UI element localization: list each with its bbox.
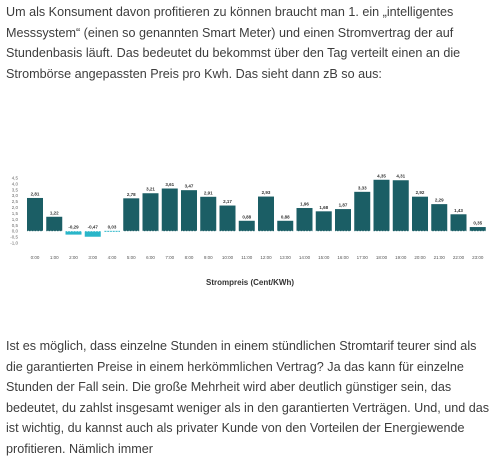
value-label: 2,91	[204, 190, 213, 195]
value-label: 1,68	[319, 205, 328, 210]
value-label: 3,47	[185, 184, 194, 189]
x-tick-label: 22:00	[453, 255, 465, 260]
x-tick-label: 6:00	[146, 255, 155, 260]
x-tick-label: 23:00	[472, 255, 484, 260]
value-label: 3,61	[165, 182, 174, 187]
y-tick-label: -1,0	[10, 241, 18, 246]
bar	[258, 196, 274, 232]
y-tick-label: 4,0	[12, 181, 19, 186]
value-label: 2,93	[262, 190, 271, 195]
value-label: 1,43	[454, 208, 463, 213]
bar	[46, 216, 63, 232]
x-tick-label: 20:00	[414, 255, 426, 260]
bar	[277, 220, 294, 232]
bars-group	[27, 179, 486, 237]
bar	[142, 193, 159, 232]
bar	[354, 191, 371, 232]
value-label: 0,88	[242, 214, 251, 219]
y-tick-label: -0,5	[10, 235, 18, 240]
x-tick-label: 7:00	[165, 255, 174, 260]
value-label: 0,03	[108, 224, 117, 229]
y-tick-label: 2,5	[12, 199, 19, 204]
value-label: -0,47	[88, 225, 99, 230]
body-paragraph: Ist es möglich, dass einzelne Stunden in…	[6, 339, 490, 456]
x-tick-label: 2:00	[69, 255, 78, 260]
value-label: 2,17	[223, 199, 232, 204]
bar	[373, 179, 390, 232]
x-tick-label: 11:00	[241, 255, 252, 260]
bar	[450, 214, 467, 232]
x-axis-ticks: 0:00 1:00 2:00 3:00 4:00 5:00 6:00 7:00 8:00 9:00…	[31, 255, 484, 260]
value-label: 4,35	[377, 173, 386, 178]
x-tick-label: 9:00	[204, 255, 213, 260]
x-tick-label: 10:00	[222, 255, 234, 260]
bar	[27, 197, 43, 232]
bar	[219, 205, 236, 232]
value-label: 2,78	[127, 192, 136, 197]
value-label: 2,81	[31, 191, 40, 196]
bar	[469, 227, 486, 232]
bar	[296, 208, 313, 232]
bar	[181, 190, 197, 232]
y-tick-label: 3,5	[12, 187, 19, 192]
x-tick-label: 3:00	[88, 255, 97, 260]
bar	[335, 209, 351, 232]
x-tick-label: 1:00	[50, 255, 59, 260]
x-tick-label: 21:00	[434, 255, 446, 260]
x-tick-label: 15:00	[318, 255, 330, 260]
bar	[84, 231, 101, 237]
value-label: 3,33	[358, 185, 367, 190]
bar	[431, 204, 448, 232]
y-tick-label: 0,5	[12, 223, 19, 228]
x-axis-label: Strompreis (Cent/KWh)	[206, 278, 294, 287]
bar	[65, 231, 82, 235]
x-tick-label: 5:00	[127, 255, 136, 260]
bar	[392, 180, 409, 232]
y-tick-label: 1,5	[12, 211, 19, 216]
value-label: 1,96	[300, 202, 309, 207]
bar	[161, 188, 178, 232]
value-label: -0,29	[68, 225, 79, 230]
value-label: 0,88	[281, 214, 290, 219]
y-tick-label: 4,5	[12, 176, 19, 181]
x-tick-label: 13:00	[280, 255, 292, 260]
x-tick-label: 19:00	[395, 255, 407, 260]
value-labels: 2,81 1,22 -0,29 -0,47 0,03 2,78 3,21 3,61 3,47 2,…	[31, 173, 483, 229]
value-label: 0,35	[473, 221, 482, 226]
y-axis-ticks: 4,54,03,53,02,52,01,51,00,50,0-0,5-1,0	[10, 176, 18, 246]
value-label: 1,87	[339, 203, 348, 208]
value-label: 1,22	[50, 210, 59, 215]
y-tick-label: 0,0	[12, 229, 19, 234]
price-bar-chart: 4,54,03,53,02,52,01,51,00,50,0-0,5-1,0 2…	[10, 173, 488, 287]
y-tick-label: 2,0	[12, 205, 19, 210]
y-tick-label: 1,0	[12, 217, 19, 222]
bar	[123, 198, 140, 232]
value-label: 2,29	[435, 198, 444, 203]
x-tick-label: 16:00	[337, 255, 349, 260]
x-tick-label: 0:00	[31, 255, 40, 260]
value-label: 2,92	[416, 190, 425, 195]
intro-paragraph: Um als Konsument davon profitieren zu kö…	[6, 5, 461, 81]
x-tick-label: 8:00	[185, 255, 194, 260]
x-tick-label: 18:00	[376, 255, 388, 260]
x-tick-label: 12:00	[260, 255, 272, 260]
bar	[412, 196, 428, 232]
bar	[315, 211, 332, 232]
x-tick-label: 17:00	[357, 255, 369, 260]
bar	[200, 196, 217, 232]
value-label: 3,21	[146, 187, 155, 192]
y-tick-label: 3,0	[12, 193, 19, 198]
x-tick-label: 14:00	[299, 255, 311, 260]
bar	[238, 220, 255, 232]
x-tick-label: 4:00	[108, 255, 117, 260]
value-label: 4,31	[396, 174, 405, 179]
